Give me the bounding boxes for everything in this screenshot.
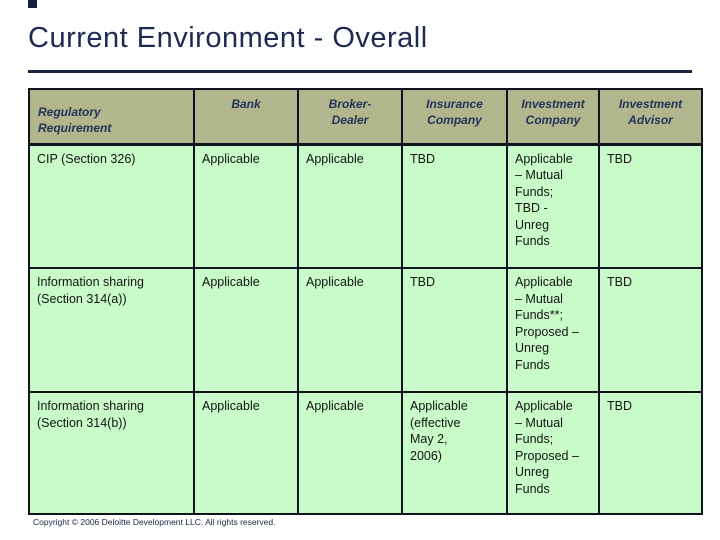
- column-header-bank: Bank: [193, 88, 299, 146]
- cell-investment-company: Applicable – Mutual Funds; TBD - Unreg F…: [506, 143, 600, 269]
- cell-requirement: Information sharing (Section 314(a)): [28, 267, 195, 393]
- cell-requirement: Information sharing (Section 314(b)): [28, 391, 195, 515]
- cell-requirement: CIP (Section 326): [28, 143, 195, 269]
- cell-broker-dealer: Applicable: [297, 267, 403, 393]
- cell-insurance-company: TBD: [401, 267, 508, 393]
- page-title: Current Environment - Overall: [28, 22, 428, 54]
- cell-broker-dealer: Applicable: [297, 391, 403, 515]
- slide-corner-mark: [28, 0, 37, 8]
- column-header-insurance-company: Insurance Company: [401, 88, 508, 146]
- cell-investment-company: Applicable – Mutual Funds; Proposed – Un…: [506, 391, 600, 515]
- cell-insurance-company: Applicable (effective May 2, 2006): [401, 391, 508, 515]
- column-header-investment-company: Investment Company: [506, 88, 600, 146]
- cell-bank: Applicable: [193, 267, 299, 393]
- cell-insurance-company: TBD: [401, 143, 508, 269]
- cell-investment-advisor: TBD: [598, 267, 703, 393]
- cell-bank: Applicable: [193, 143, 299, 269]
- header-row: Regulatory Requirement Bank Broker- Deal…: [28, 88, 703, 146]
- cell-investment-advisor: TBD: [598, 143, 703, 269]
- copyright-footer: Copyright © 2006 Deloitte Development LL…: [33, 517, 276, 527]
- table-row-info-sharing-314b: Information sharing (Section 314(b)) App…: [28, 391, 703, 515]
- cell-broker-dealer: Applicable: [297, 143, 403, 269]
- table-row-info-sharing-314a: Information sharing (Section 314(a)) App…: [28, 267, 703, 393]
- column-header-broker-dealer: Broker- Dealer: [297, 88, 403, 146]
- cell-investment-advisor: TBD: [598, 391, 703, 515]
- cell-investment-company: Applicable – Mutual Funds**; Proposed – …: [506, 267, 600, 393]
- title-underline: [28, 70, 692, 73]
- cell-bank: Applicable: [193, 391, 299, 515]
- column-header-investment-advisor: Investment Advisor: [598, 88, 703, 146]
- table-row-cip-326: CIP (Section 326) Applicable Applicable …: [28, 143, 703, 269]
- regulatory-environment-table: Regulatory Requirement Bank Broker- Deal…: [28, 88, 703, 515]
- column-header-regulatory-requirement: Regulatory Requirement: [28, 88, 195, 146]
